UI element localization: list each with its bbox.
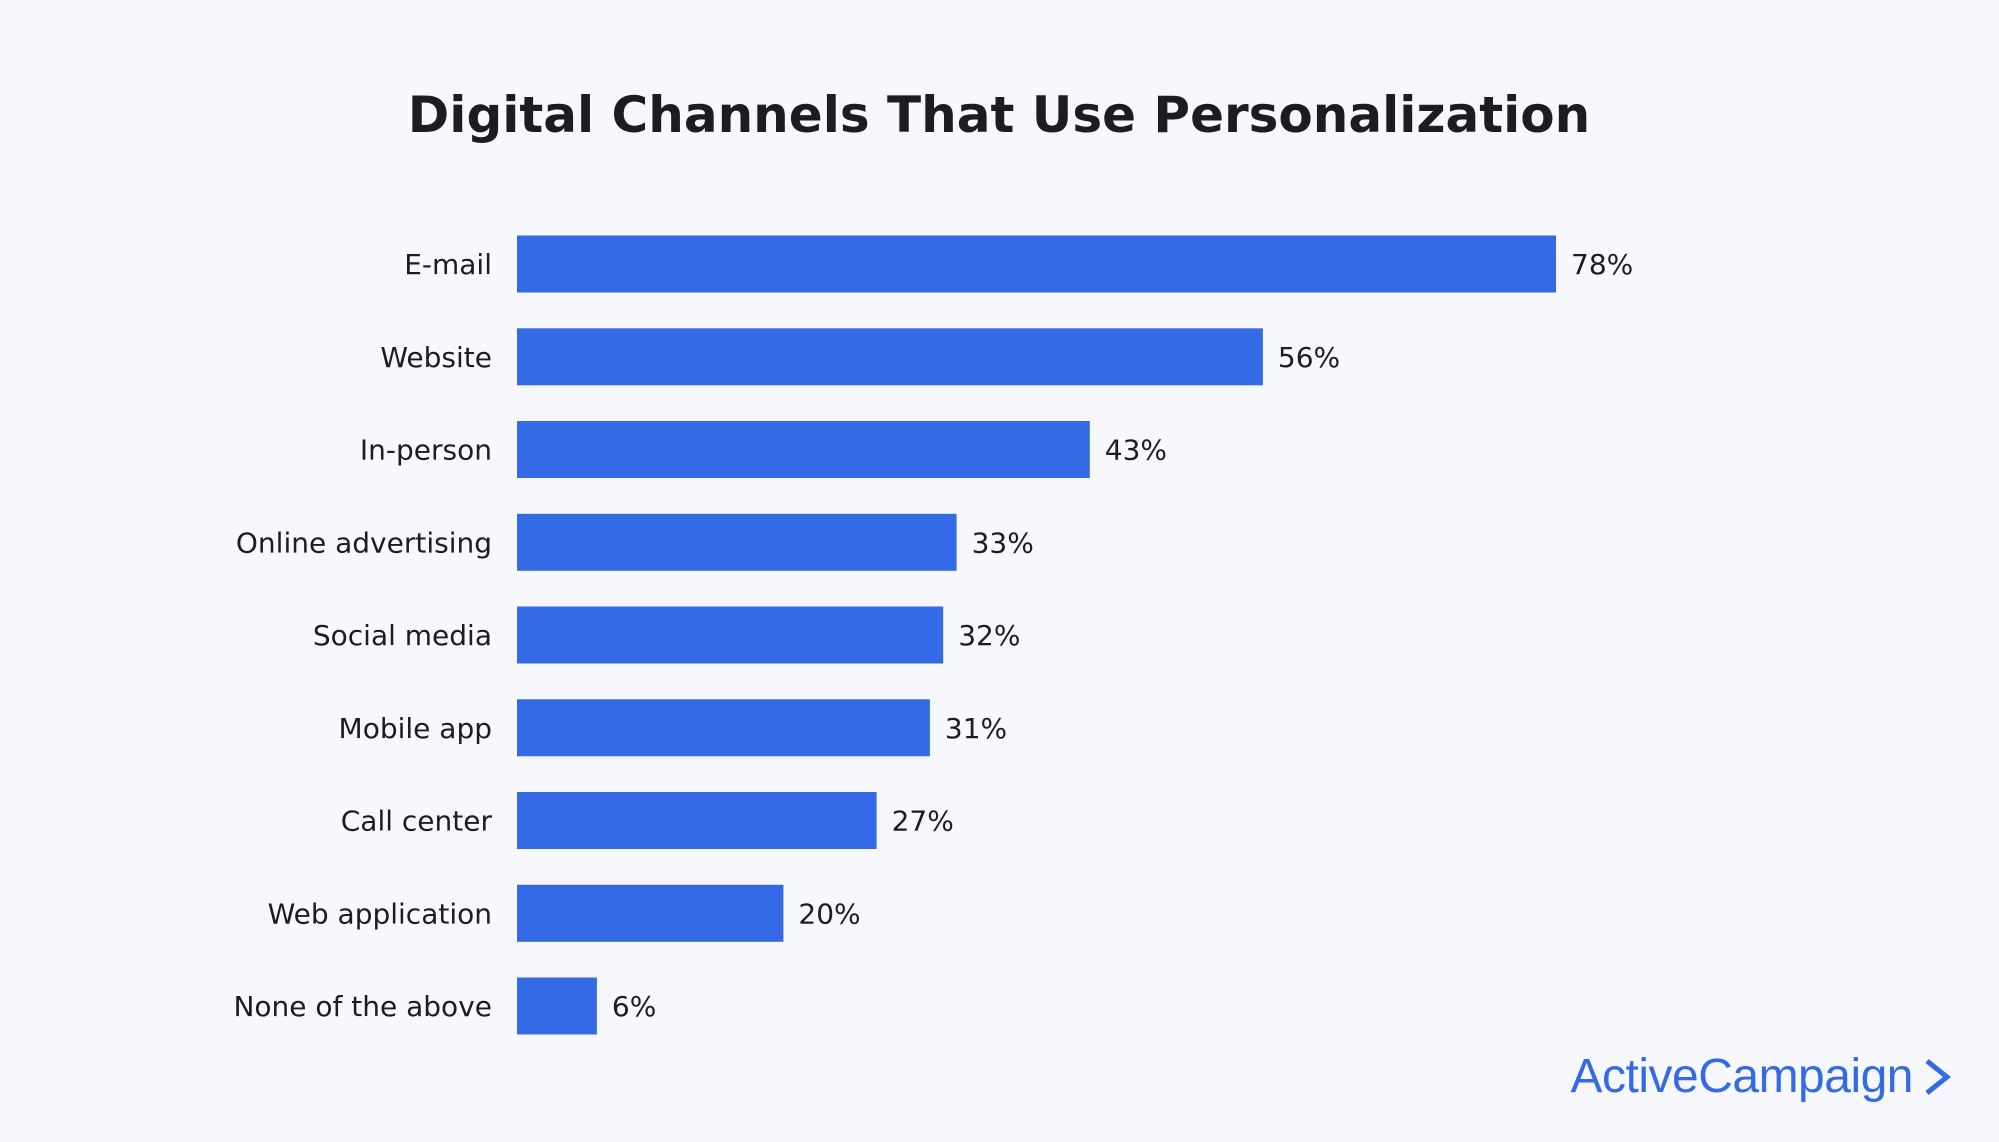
bar: [517, 606, 944, 664]
bars-group: E-mail 78% Website 56% In-person 43% Online ad…: [233, 235, 1633, 1035]
category-label: Web application: [268, 897, 492, 930]
bar: [517, 792, 877, 849]
category-label: Mobile app: [339, 712, 492, 745]
value-label: 27%: [892, 805, 954, 838]
bar: [517, 513, 957, 571]
brand-name: ActiveCampaign: [1570, 1050, 1914, 1103]
category-label: In-person: [360, 434, 492, 467]
bar: [517, 235, 1556, 293]
value-label: 78%: [1571, 248, 1633, 281]
category-label: Website: [380, 341, 492, 374]
category-label: Online advertising: [236, 526, 492, 559]
category-label: None of the above: [233, 990, 492, 1023]
value-label: 6%: [612, 990, 656, 1023]
bar: [517, 977, 597, 1035]
brand-logo: ActiveCampaign: [1570, 1049, 1951, 1104]
chart-title: Digital Channels That Use Personalizatio…: [408, 86, 1590, 144]
value-label: 31%: [945, 712, 1007, 745]
category-label: Call center: [341, 805, 493, 838]
bar: [517, 884, 784, 942]
category-label: Social media: [313, 619, 492, 652]
bar: [517, 699, 930, 757]
value-label: 32%: [958, 619, 1020, 652]
value-label: 43%: [1105, 434, 1167, 467]
value-label: 33%: [972, 526, 1034, 559]
value-label: 20%: [798, 897, 860, 930]
chevron-right-icon: [1923, 1057, 1951, 1097]
category-label: E-mail: [404, 248, 492, 281]
value-label: 56%: [1278, 341, 1340, 374]
bar: [517, 328, 1263, 386]
bar: [517, 421, 1090, 478]
